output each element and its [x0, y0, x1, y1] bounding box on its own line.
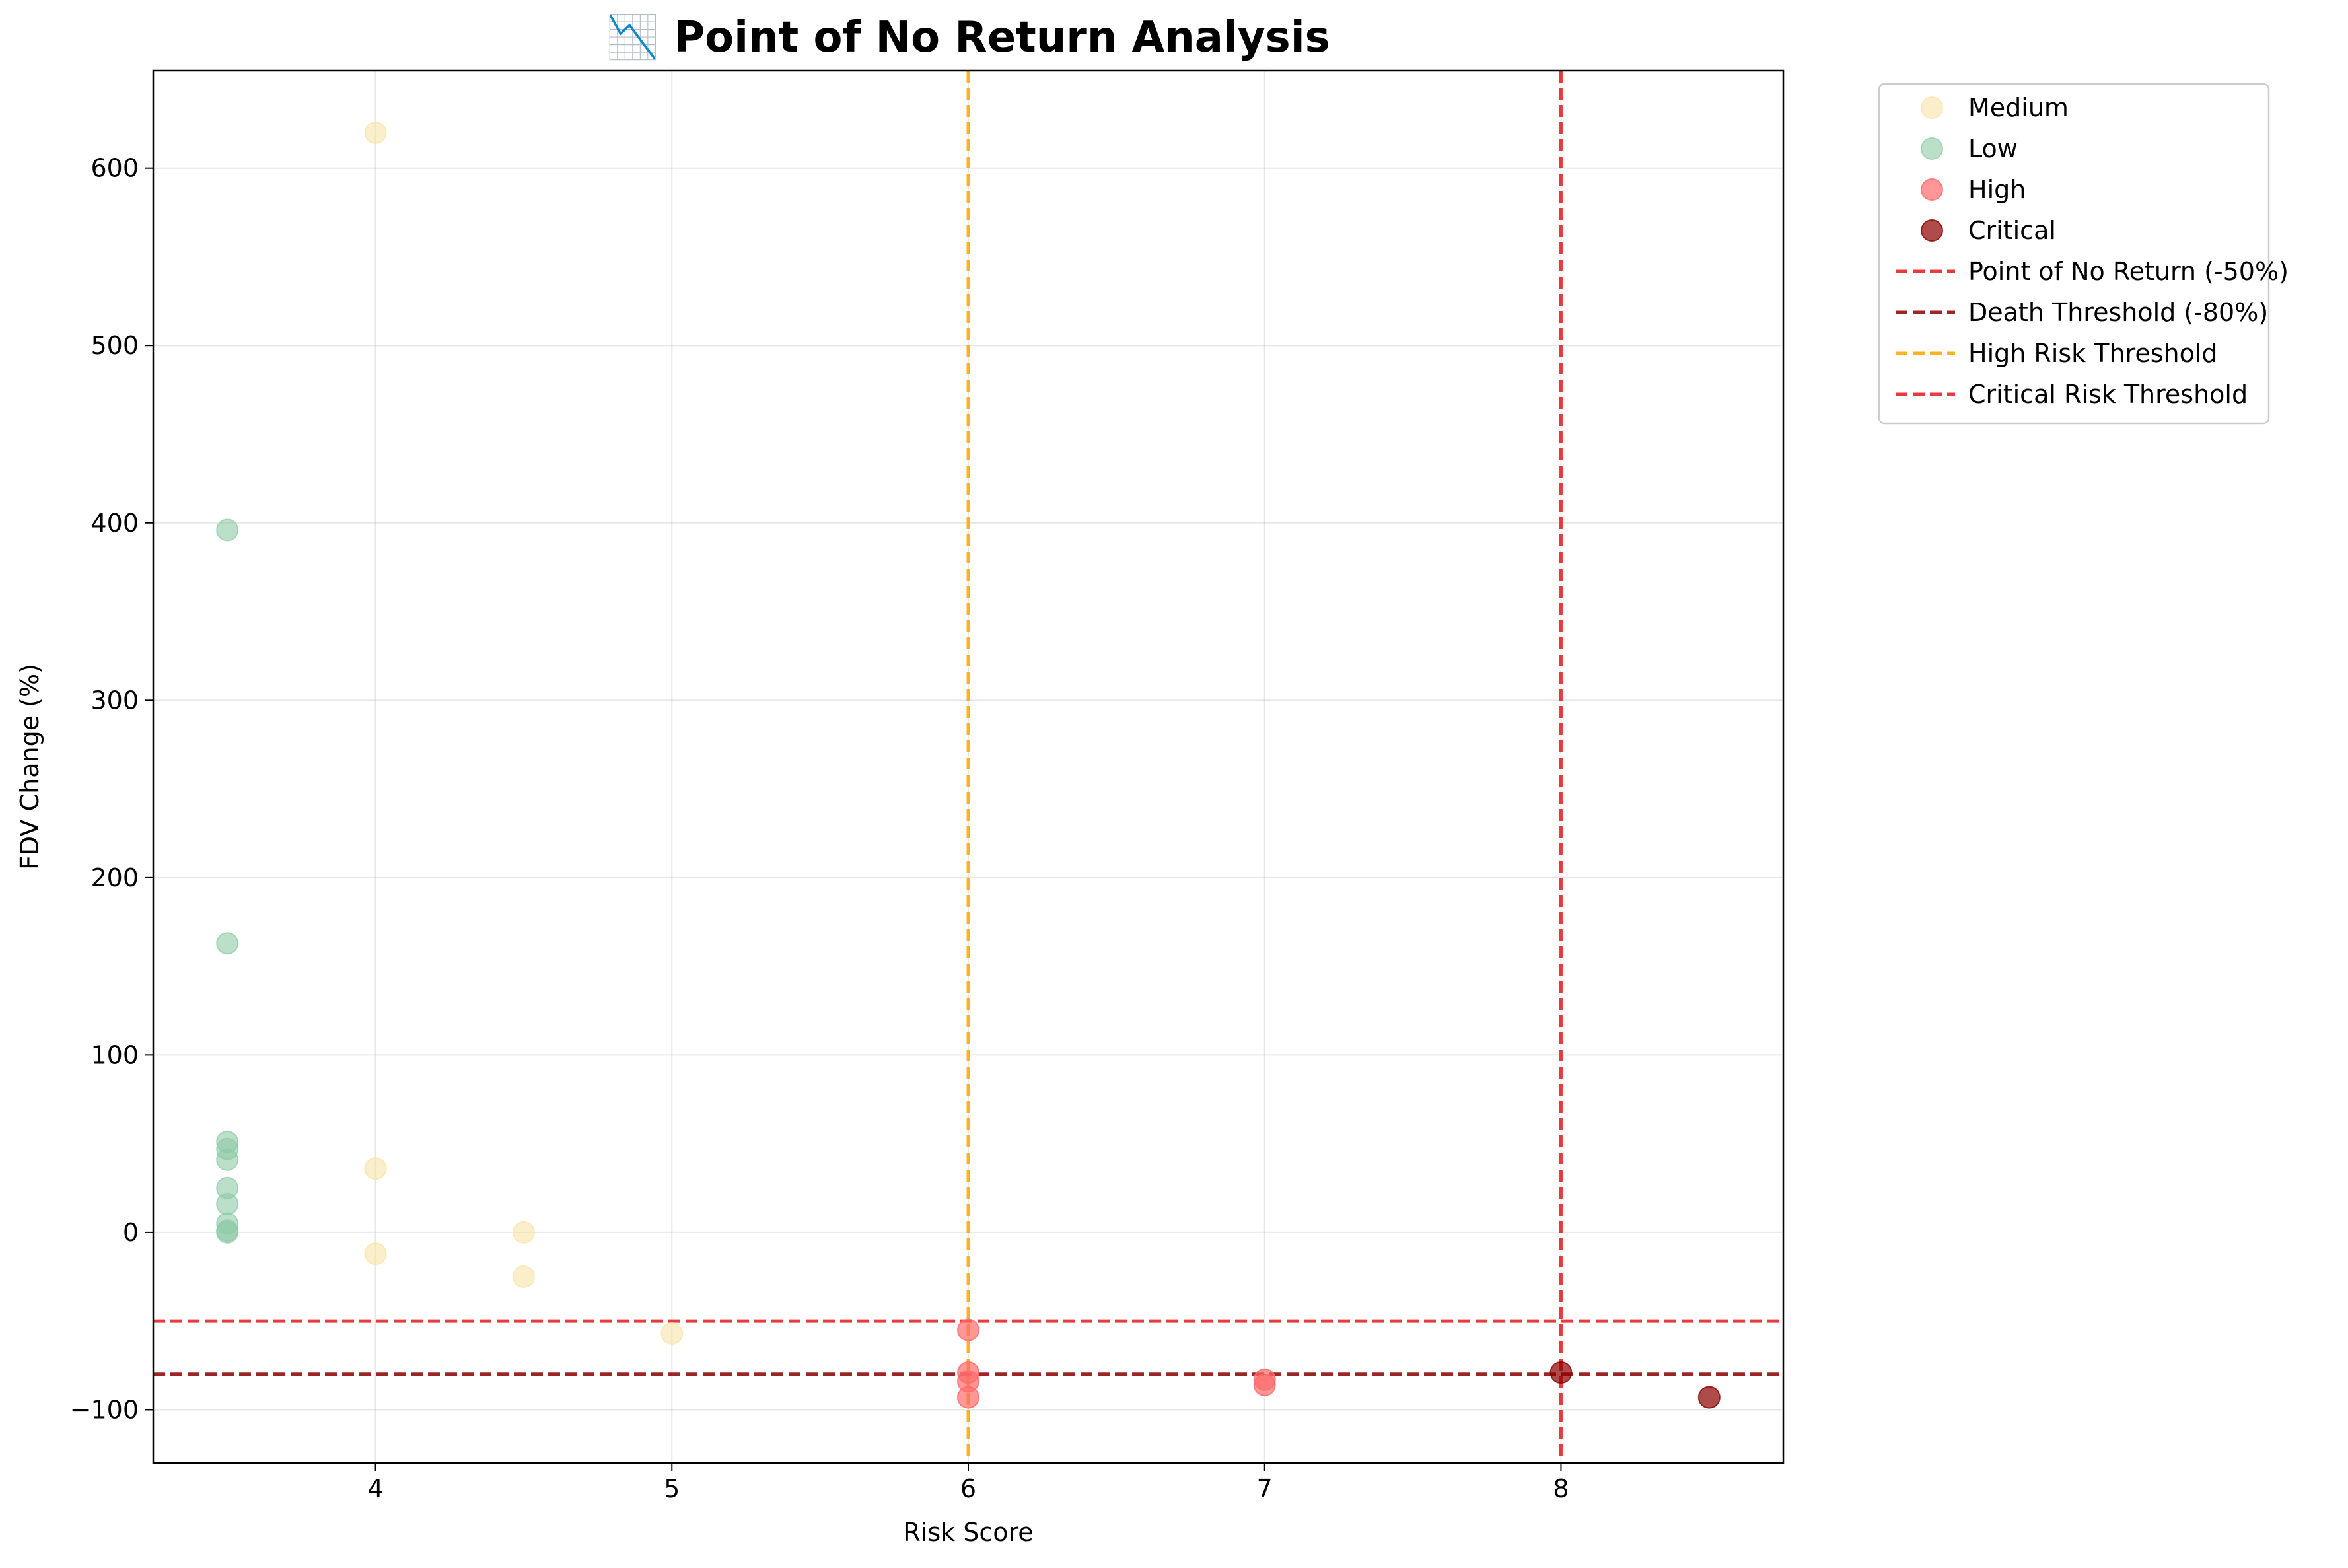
point-medium [364, 1157, 387, 1180]
point-low [216, 1221, 239, 1244]
point-critical [1697, 1386, 1721, 1409]
legend-marker [1921, 137, 1943, 160]
legend-label: Low [1968, 134, 2018, 163]
x-tick-label: 4 [367, 1474, 383, 1503]
legend-marker [1921, 96, 1943, 119]
x-tick-label: 8 [1553, 1474, 1569, 1503]
x-tick-label: 7 [1257, 1474, 1273, 1503]
point-low [216, 1148, 239, 1171]
y-tick-label: 400 [90, 509, 139, 538]
legend-label: Death Threshold (-80%) [1968, 298, 2268, 327]
point-low [216, 518, 239, 542]
point-low [216, 1192, 239, 1215]
legend-marker [1921, 219, 1943, 242]
point-medium [364, 121, 387, 144]
y-axis-label: FDV Change (%) [15, 664, 44, 870]
point-critical [1549, 1361, 1573, 1384]
y-tick-label: 300 [90, 686, 139, 715]
point-high [957, 1386, 979, 1409]
legend-label: Critical [1968, 216, 2056, 245]
x-tick-label: 5 [664, 1474, 680, 1503]
point-medium [364, 1242, 387, 1265]
point-medium [512, 1265, 535, 1289]
chart-title: 📉 Point of No Return Analysis [606, 13, 1330, 62]
point-high [1253, 1373, 1276, 1396]
point-high [957, 1318, 979, 1341]
point-medium [512, 1221, 535, 1244]
legend-label: Critical Risk Threshold [1968, 380, 2248, 409]
legend-marker [1921, 178, 1943, 201]
legend-label: Point of No Return (-50%) [1968, 257, 2289, 286]
legend-label: Medium [1968, 93, 2069, 122]
legend-label: High [1968, 175, 2026, 204]
data-points [216, 121, 1721, 1409]
y-tick-label: 0 [123, 1218, 139, 1247]
x-tick-label: 6 [960, 1474, 976, 1503]
y-tick-label: 200 [90, 863, 139, 892]
legend: Medium Low High Critical Point of No Return … [1878, 83, 2289, 425]
y-tick-label: −100 [70, 1395, 139, 1424]
y-tick-label: 100 [90, 1040, 139, 1069]
point-low [216, 932, 239, 955]
y-tick-label: 600 [90, 154, 139, 183]
legend-label: High Risk Threshold [1968, 339, 2218, 368]
point-medium [660, 1322, 684, 1345]
x-axis-label: Risk Score [903, 1518, 1033, 1547]
legend-frame [1878, 83, 2270, 425]
y-tick-label: 500 [90, 331, 139, 360]
axis-ticks: 4 5 6 7 8 −100 0 100 200 300 400 500 600 [70, 154, 1569, 1503]
